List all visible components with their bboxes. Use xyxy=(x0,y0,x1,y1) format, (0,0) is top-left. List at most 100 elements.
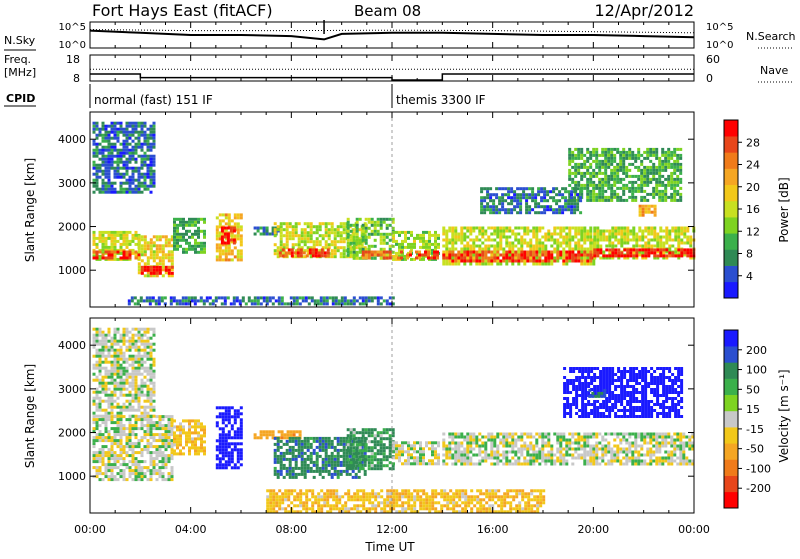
velocity-colorbar-tick-label-2: 50 xyxy=(746,383,760,396)
x-tick-label-4: 16:00 xyxy=(477,523,509,536)
x-tick-label-1: 04:00 xyxy=(175,523,207,536)
velocity-colorbar-swatch-10 xyxy=(724,330,738,346)
power-colorbar-tick-label-4: 20 xyxy=(746,181,760,194)
velocity-colorbar-tick-label-3: 15 xyxy=(746,403,760,416)
power-region-21 xyxy=(480,187,582,214)
noise-right-tick-bottom: 10^0 xyxy=(706,40,733,51)
velocity-region-9 xyxy=(563,367,683,418)
velocity-region-1 xyxy=(93,328,156,418)
y-tick-label-1-1000: 1000 xyxy=(58,470,86,483)
power-region-18 xyxy=(568,148,682,202)
power-colorbar-swatch-10 xyxy=(724,120,738,136)
power-colorbar-swatch-1 xyxy=(724,266,738,282)
date-label: 12/Apr/2012 xyxy=(594,1,694,20)
power-colorbar-tick-label-0: 4 xyxy=(746,270,753,283)
power-colorbar-swatch-2 xyxy=(724,249,738,265)
velocity-colorbar-swatch-0 xyxy=(724,492,738,508)
power-colorbar-tick-label-3: 16 xyxy=(746,203,760,216)
beam-label: Beam 08 xyxy=(354,2,421,20)
velocity-region-2 xyxy=(173,419,206,455)
noise-left-tick-top: 10^5 xyxy=(59,22,86,33)
velocity-region-0 xyxy=(93,415,174,481)
power-colorbar-swatch-6 xyxy=(724,185,738,201)
power-colorbar-label: Power [dB] xyxy=(777,177,791,242)
power-region-19 xyxy=(639,205,657,217)
velocity-colorbar-swatch-2 xyxy=(724,459,738,475)
power-colorbar-swatch-5 xyxy=(724,201,738,217)
velocity-colorbar-swatch-6 xyxy=(724,395,738,411)
velocity-region-11 xyxy=(266,489,545,513)
velocity-heatmap xyxy=(93,328,695,514)
y-tick-label-0-4000: 4000 xyxy=(58,133,86,146)
nsearch-label: N.Search xyxy=(746,30,796,43)
y-tick-label-1-4000: 4000 xyxy=(58,339,86,352)
y-tick-label-0-2000: 2000 xyxy=(58,221,86,234)
power-colorbar-tick-label-1: 8 xyxy=(746,248,753,261)
x-tick-label-6: 00:00 xyxy=(678,523,710,536)
station-title: Fort Hays East (fitACF) xyxy=(92,1,273,20)
velocity-colorbar-tick-label-5: -50 xyxy=(746,443,764,456)
power-colorbar-tick-label-5: 24 xyxy=(746,159,760,172)
x-axis-label: Time UT xyxy=(364,540,415,554)
velocity-colorbar-label: Velocity [m s⁻¹] xyxy=(777,369,791,462)
power-colorbar-swatch-0 xyxy=(724,282,738,298)
power-region-0 xyxy=(93,231,141,261)
power-colorbar-tick-label-6: 28 xyxy=(746,136,760,149)
velocity-colorbar-swatch-7 xyxy=(724,379,738,395)
cpid-segments: normal (fast) 151 IF themis 3300 IF xyxy=(90,84,486,108)
freq-label-line1: Freq. xyxy=(4,53,31,66)
velocity-colorbar-tick-label-7: -200 xyxy=(746,482,771,495)
velocity-region-7 xyxy=(392,441,440,465)
velocity-colorbar-swatch-1 xyxy=(724,476,738,492)
nave-right-tick-bottom: 0 xyxy=(706,72,713,85)
x-tick-label-5: 20:00 xyxy=(577,523,609,536)
velocity-colorbar-tick-label-4: -15 xyxy=(746,423,764,436)
noise-right-tick-top: 10^5 xyxy=(706,22,733,33)
power-colorbar-swatch-8 xyxy=(724,152,738,168)
x-tick-label-0: 00:00 xyxy=(74,523,106,536)
nsky-label: N.Sky xyxy=(4,34,36,47)
velocity-colorbar-swatch-8 xyxy=(724,362,738,378)
y-tick-label-1-2000: 2000 xyxy=(58,427,86,440)
velocity-colorbar-swatch-5 xyxy=(724,411,738,427)
power-colorbar-swatch-7 xyxy=(724,169,738,185)
power-region-4 xyxy=(173,218,206,254)
velocity-colorbar-tick-label-6: -100 xyxy=(746,462,771,475)
y-tick-label-0-3000: 3000 xyxy=(58,177,86,190)
freq-left-tick-top: 18 xyxy=(66,53,80,66)
velocity-region-8 xyxy=(442,433,694,466)
cpid-label-1: themis 3300 IF xyxy=(396,93,486,107)
power-heatmap xyxy=(93,122,696,306)
nave-right-tick-top: 60 xyxy=(706,53,720,66)
velocity-colorbar-swatch-3 xyxy=(724,443,738,459)
velocity-y-axis-label: Slant Range [km] xyxy=(23,364,37,468)
cpid-label: CPID xyxy=(6,92,35,105)
freq-label-line2: [MHz] xyxy=(4,66,36,79)
x-tick-label-3: 12:00 xyxy=(376,523,408,536)
power-region-22 xyxy=(128,296,395,305)
freq-left-tick-bottom: 8 xyxy=(73,72,80,85)
noise-left-tick-bottom: 10^0 xyxy=(59,40,86,51)
y-tick-label-0-1000: 1000 xyxy=(58,264,86,277)
velocity-region-6 xyxy=(347,428,395,470)
velocity-colorbar-tick-label-0: 200 xyxy=(746,344,767,357)
power-region-20 xyxy=(93,122,156,194)
nave-label: Nave xyxy=(760,64,788,77)
power-colorbar-swatch-4 xyxy=(724,217,738,233)
power-colorbar-tick-label-2: 12 xyxy=(746,225,760,238)
velocity-colorbar-swatch-9 xyxy=(724,346,738,362)
x-tick-label-2: 08:00 xyxy=(275,523,307,536)
velocity-colorbar-swatch-4 xyxy=(724,427,738,443)
power-region-3 xyxy=(141,266,174,275)
velocity-region-3 xyxy=(216,406,243,469)
velocity-colorbar-tick-label-1: 100 xyxy=(746,364,767,377)
velocity-colorbar: 200 100 50 15 -15 -50 -100 -200 xyxy=(724,330,771,508)
power-colorbar-swatch-9 xyxy=(724,136,738,152)
power-region-12 xyxy=(392,231,440,261)
cpid-label-0: normal (fast) 151 IF xyxy=(94,93,213,107)
power-colorbar-swatch-3 xyxy=(724,233,738,249)
power-colorbar: 4 8 12 16 20 24 28 xyxy=(724,120,760,298)
power-y-axis-label: Slant Range [km] xyxy=(23,158,37,262)
